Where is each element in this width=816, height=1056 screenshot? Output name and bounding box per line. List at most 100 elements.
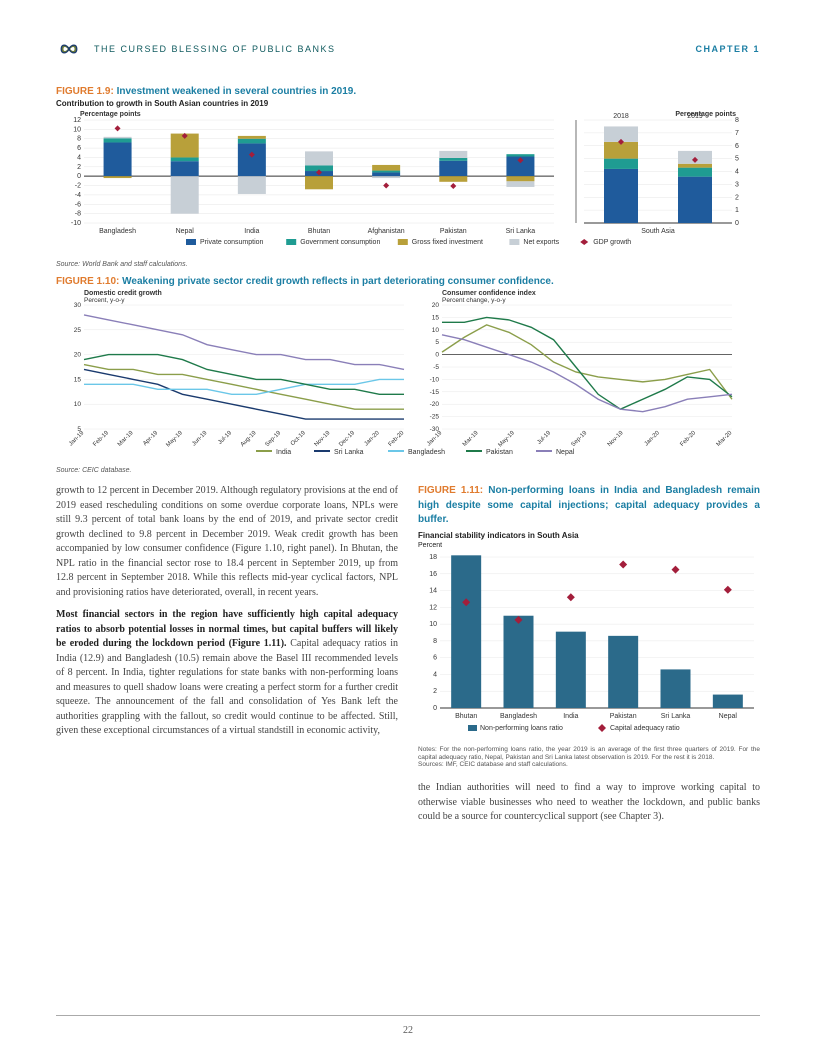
svg-text:Nepal: Nepal [719, 713, 738, 720]
svg-text:-10: -10 [430, 376, 440, 383]
svg-text:Private consumption: Private consumption [200, 239, 264, 246]
left-column: growth to 12 percent in December 2019. A… [56, 484, 398, 833]
svg-text:Jul-19: Jul-19 [217, 430, 233, 446]
svg-text:Percent change, y-o-y: Percent change, y-o-y [442, 297, 506, 304]
svg-text:Bangladesh: Bangladesh [99, 228, 136, 235]
svg-text:Feb-20: Feb-20 [388, 430, 406, 448]
svg-text:Pakistan: Pakistan [440, 228, 467, 235]
svg-text:0: 0 [435, 352, 439, 359]
fig19-source: Source: World Bank and staff calculation… [56, 261, 760, 268]
svg-text:12: 12 [73, 117, 81, 124]
svg-text:10: 10 [432, 327, 440, 334]
svg-text:-25: -25 [430, 414, 440, 421]
svg-text:India: India [244, 228, 259, 235]
svg-text:8: 8 [77, 136, 81, 143]
svg-text:8: 8 [735, 117, 739, 124]
svg-text:Capital adequacy ratio: Capital adequacy ratio [610, 725, 680, 732]
fig19-caption: Contribution to growth in South Asian co… [56, 99, 760, 108]
svg-text:India: India [276, 449, 291, 456]
svg-text:Dec-19: Dec-19 [338, 430, 356, 448]
svg-text:Feb-19: Feb-19 [92, 430, 110, 448]
svg-text:-5: -5 [433, 364, 439, 371]
svg-text:GDP growth: GDP growth [593, 239, 631, 246]
svg-text:Jan-20: Jan-20 [364, 430, 382, 448]
svg-text:10: 10 [73, 126, 81, 133]
svg-text:20: 20 [432, 302, 440, 309]
svg-text:-20: -20 [430, 401, 440, 408]
svg-text:Feb-20: Feb-20 [679, 430, 697, 448]
svg-text:Apr-19: Apr-19 [142, 430, 159, 447]
svg-text:-8: -8 [75, 211, 81, 218]
svg-text:20: 20 [74, 352, 82, 359]
body-p3: the Indian authorities will need to find… [418, 781, 760, 825]
svg-text:Pakistan: Pakistan [610, 713, 637, 720]
svg-text:2: 2 [433, 688, 437, 695]
footer-rule [56, 1015, 760, 1016]
svg-text:Oct-19: Oct-19 [290, 430, 307, 447]
svg-text:0: 0 [77, 173, 81, 180]
svg-text:6: 6 [77, 145, 81, 152]
svg-text:Gross fixed investment: Gross fixed investment [412, 239, 483, 246]
svg-text:1: 1 [735, 207, 739, 214]
svg-text:Sep-19: Sep-19 [570, 430, 588, 448]
svg-text:Bangladesh: Bangladesh [408, 449, 445, 456]
fig110-chart: Domestic credit growthPercent, y-o-y5101… [56, 287, 760, 459]
page-header: THE CURSED BLESSING OF PUBLIC BANKS CHAP… [56, 40, 760, 58]
svg-text:18: 18 [429, 554, 437, 561]
svg-text:India: India [563, 713, 578, 720]
fig111-notes: Notes: For the non-performing loans rati… [418, 746, 760, 769]
svg-text:7: 7 [735, 130, 739, 137]
fig111-label: FIGURE 1.11: Non-performing loans in Ind… [418, 484, 760, 528]
fig111-subcap: Percent [418, 541, 760, 551]
svg-text:4: 4 [77, 154, 81, 161]
svg-text:5: 5 [735, 156, 739, 163]
svg-text:12: 12 [429, 605, 437, 612]
svg-text:Percent, y-o-y: Percent, y-o-y [84, 297, 125, 304]
svg-text:3: 3 [735, 181, 739, 188]
svg-text:30: 30 [74, 302, 82, 309]
fig110-label: FIGURE 1.10: Weakening private sector cr… [56, 276, 760, 287]
svg-text:0: 0 [433, 705, 437, 712]
svg-text:6: 6 [433, 655, 437, 662]
svg-text:Consumer confidence index: Consumer confidence index [442, 290, 536, 297]
svg-text:2019: 2019 [687, 113, 703, 120]
svg-text:Percentage points: Percentage points [80, 111, 141, 118]
svg-text:Nov-19: Nov-19 [607, 430, 625, 448]
body-p2: Most financial sectors in the region hav… [56, 608, 398, 739]
svg-text:Nepal: Nepal [556, 449, 575, 456]
fig19-chart: Percentage points-10-8-6-4-2024681012Ban… [56, 108, 760, 253]
svg-text:-15: -15 [430, 389, 440, 396]
svg-text:10: 10 [429, 621, 437, 628]
svg-text:Bhutan: Bhutan [455, 713, 477, 720]
svg-text:May-19: May-19 [165, 430, 184, 449]
svg-text:Sri Lanka: Sri Lanka [334, 449, 364, 456]
svg-text:-6: -6 [75, 201, 81, 208]
svg-text:4: 4 [433, 672, 437, 679]
svg-text:Non-performing loans ratio: Non-performing loans ratio [480, 725, 563, 732]
svg-text:16: 16 [429, 571, 437, 578]
fig19-label: FIGURE 1.9: Investment weakened in sever… [56, 86, 760, 97]
body-columns: growth to 12 percent in December 2019. A… [56, 484, 760, 833]
svg-text:-2: -2 [75, 183, 81, 190]
svg-text:6: 6 [735, 143, 739, 150]
svg-text:Bangladesh: Bangladesh [500, 713, 537, 720]
svg-text:Domestic credit growth: Domestic credit growth [84, 290, 162, 297]
fig111-chart: 024681012141618BhutanBangladeshIndiaPaki… [418, 551, 758, 736]
chapter-label: CHAPTER 1 [695, 44, 760, 54]
svg-text:Jan-20: Jan-20 [644, 430, 662, 448]
svg-text:Government consumption: Government consumption [300, 239, 380, 246]
book-title: THE CURSED BLESSING OF PUBLIC BANKS [94, 44, 336, 54]
svg-text:15: 15 [74, 376, 82, 383]
right-column: FIGURE 1.11: Non-performing loans in Ind… [418, 484, 760, 833]
svg-text:Sep-19: Sep-19 [264, 430, 282, 448]
svg-text:Pakistan: Pakistan [486, 449, 513, 456]
svg-text:8: 8 [433, 638, 437, 645]
body-p1: growth to 12 percent in December 2019. A… [56, 484, 398, 600]
svg-text:Sri Lanka: Sri Lanka [506, 228, 536, 235]
svg-text:-10: -10 [71, 220, 81, 227]
svg-text:Mar-19: Mar-19 [462, 430, 480, 448]
svg-text:2: 2 [77, 164, 81, 171]
fig110-source: Source: CEIC database. [56, 467, 760, 474]
svg-text:May-19: May-19 [498, 430, 517, 449]
svg-text:Jul-19: Jul-19 [536, 430, 552, 446]
